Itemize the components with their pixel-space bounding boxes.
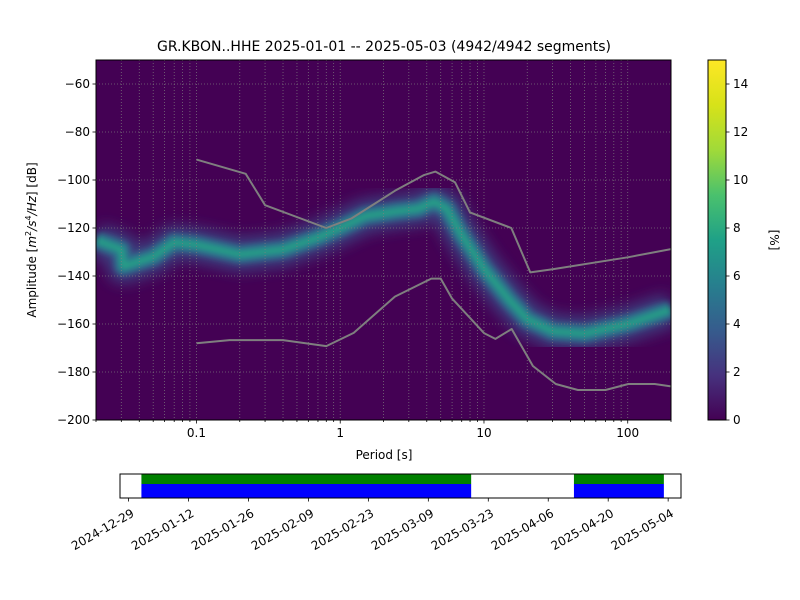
date-tick-label: 2025-02-23 xyxy=(309,506,376,553)
y-axis-label: Amplitude [m2/s4/Hz] [dB] xyxy=(24,162,39,317)
date-tick-label: 2025-04-06 xyxy=(489,506,556,553)
density-core xyxy=(96,192,671,343)
x-tick-label: 1 xyxy=(336,426,344,440)
y-tick-label: −60 xyxy=(65,77,90,91)
colorbar-gradient xyxy=(707,59,727,421)
low-noise-model-line xyxy=(196,277,671,391)
y-axis-ticks: −200 −180 −160 −140 −120 −100 −80 −60 xyxy=(57,77,96,427)
date-tick-label: 2024-12-29 xyxy=(69,506,136,553)
coverage-bars xyxy=(141,474,664,498)
colorbar-tick-label: 2 xyxy=(733,365,741,379)
y-tick-label: −200 xyxy=(57,413,90,427)
date-tick-label: 2025-01-26 xyxy=(189,506,256,553)
colorbar-tick-label: 4 xyxy=(733,317,741,331)
density-mode-line xyxy=(96,200,671,336)
x-tick-label: 10 xyxy=(476,426,491,440)
coverage-bar-green xyxy=(141,474,472,484)
colorbar-ticks: 0 2 4 6 8 10 12 14 xyxy=(726,77,748,427)
coverage-frame xyxy=(119,473,682,499)
colorbar-tick-label: 12 xyxy=(733,125,748,139)
colorbar: 0 2 4 6 8 10 12 14 [%] xyxy=(707,59,781,427)
coverage-bar-blue xyxy=(573,484,664,498)
colorbar-tick-label: 6 xyxy=(733,269,741,283)
date-tick-label: 2025-03-23 xyxy=(429,506,496,553)
x-tick-label: 0.1 xyxy=(187,426,206,440)
y-tick-label: −120 xyxy=(57,221,90,235)
x-tick-label: 100 xyxy=(616,426,639,440)
date-tick-label: 2025-03-09 xyxy=(369,506,436,553)
y-tick-label: −100 xyxy=(57,173,90,187)
x-axis-ticks: 0.1 1 10 100 xyxy=(95,420,672,440)
y-tick-label: −140 xyxy=(57,269,90,283)
date-tick-label: 2025-04-20 xyxy=(549,506,616,553)
grid-lines xyxy=(95,60,672,421)
coverage-panel: 2024-12-292025-01-122025-01-262025-02-09… xyxy=(69,473,682,553)
coverage-date-ticks: 2024-12-292025-01-122025-01-262025-02-09… xyxy=(69,498,676,553)
y-tick-label: −80 xyxy=(65,125,90,139)
ppsd-panel: 0.1 1 10 100 −200 −180 −160 −140 −120 −100 −80 −60… xyxy=(24,59,672,462)
colorbar-tick-label: 0 xyxy=(733,413,741,427)
date-tick-label: 2025-05-04 xyxy=(609,506,676,553)
heatmap-layer xyxy=(96,184,671,351)
y-tick-label: −180 xyxy=(57,365,90,379)
coverage-bar-blue xyxy=(141,484,472,498)
y-tick-label: −160 xyxy=(57,317,90,331)
chart-title: GR.KBON..HHE 2025-01-01 -- 2025-05-03 (4… xyxy=(157,39,611,55)
coverage-bar-green xyxy=(573,474,664,484)
noise-model-layer xyxy=(196,158,671,391)
date-tick-label: 2025-02-09 xyxy=(249,506,316,553)
colorbar-tick-label: 10 xyxy=(733,173,748,187)
high-noise-model-line xyxy=(196,158,671,274)
x-axis-label: Period [s] xyxy=(356,448,413,462)
colorbar-tick-label: 8 xyxy=(733,221,741,235)
date-tick-label: 2025-01-12 xyxy=(129,506,196,553)
colorbar-label: [%] xyxy=(767,230,781,251)
colorbar-tick-label: 14 xyxy=(733,77,748,91)
